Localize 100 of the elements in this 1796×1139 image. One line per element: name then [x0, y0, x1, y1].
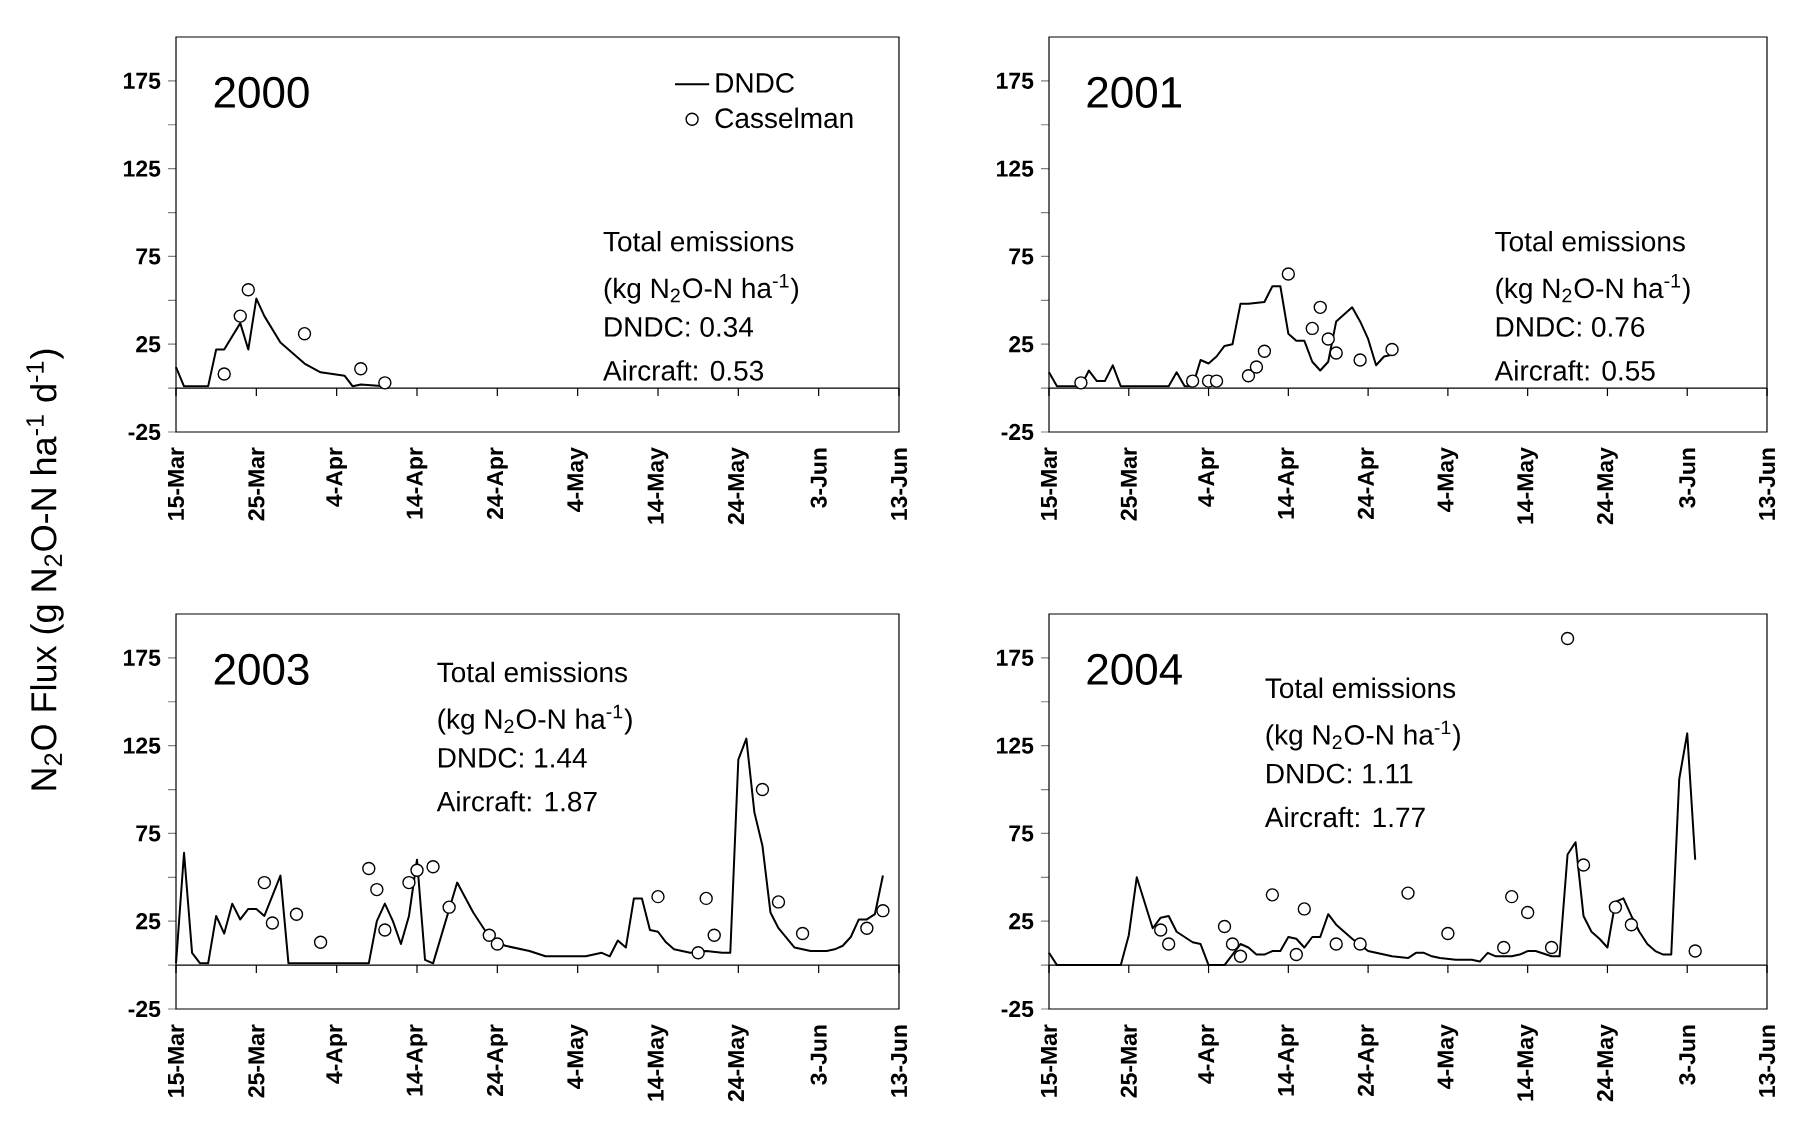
x-tick-label: 24-May	[1597, 447, 1618, 525]
point	[1241, 369, 1256, 383]
x-tick-label: 4-Apr	[1198, 1024, 1219, 1084]
y-tick-label: -25	[128, 423, 161, 441]
point	[1688, 944, 1702, 958]
annotation: Aircraft: 0.55	[1494, 360, 1655, 381]
x-tick-label: 14-Apr	[1278, 447, 1299, 519]
x-tick-label: 4-May	[567, 1024, 588, 1089]
point	[1505, 889, 1519, 904]
point	[354, 362, 368, 376]
y-tick-label: -25	[1001, 1000, 1034, 1018]
x-tick-label: 13-Jun	[890, 448, 908, 520]
point	[1074, 376, 1088, 390]
legend-label: DNDC	[716, 73, 794, 93]
x-tick-label: 4-Apr	[326, 1024, 347, 1084]
y-tick-label: -25	[1001, 423, 1034, 441]
annotation: Aircraft: 1.87	[436, 790, 597, 812]
x-tick-label: 24-Apr	[1357, 1024, 1379, 1097]
point	[1329, 937, 1343, 951]
y-tick-label: -25	[128, 1000, 161, 1018]
x-tick-label: 15-Mar	[1041, 1024, 1058, 1097]
x-tick-label: 24-May	[727, 447, 749, 525]
point	[876, 903, 890, 918]
point	[402, 875, 416, 890]
text: 2000	[214, 76, 309, 109]
annotation: (kg N$_{2}$O-N ha$^{-1}$)	[1496, 273, 1690, 304]
point	[1544, 940, 1559, 955]
x-tick-label: 14-Apr	[406, 447, 428, 519]
annotation: DNDC: 1.44	[438, 747, 587, 768]
point	[1385, 342, 1399, 357]
point	[217, 367, 231, 381]
point	[1624, 918, 1639, 932]
annotation: Total emissions	[603, 230, 794, 252]
annotation: DNDC: 0.34	[605, 317, 754, 337]
y-tick-label: 75	[136, 248, 161, 265]
x-tick-label: 4-May	[1437, 447, 1459, 512]
point	[1305, 321, 1319, 336]
point	[378, 923, 392, 937]
point	[1321, 332, 1335, 346]
point	[1353, 353, 1367, 367]
point	[1161, 937, 1176, 951]
annotation: DNDC: 0.76	[1496, 317, 1645, 337]
x-tick-label: 24-May	[1597, 1024, 1618, 1102]
x-tick-label: 14-May	[647, 1024, 669, 1101]
annotation: Total emissions	[1265, 677, 1456, 699]
y-tick-label: 75	[1009, 248, 1034, 265]
x-tick-label: 13-Jun	[1758, 448, 1776, 520]
point	[1313, 300, 1327, 315]
x-tick-label: 14-May	[1517, 447, 1538, 524]
x-tick-label: 14-Apr	[1278, 1024, 1299, 1096]
point	[1289, 947, 1304, 962]
x-tick-label: 3-Jun	[1679, 448, 1696, 508]
point	[1441, 926, 1455, 941]
text: 2004	[1087, 653, 1182, 686]
point	[795, 926, 810, 941]
x-tick-label: 24-Apr	[486, 447, 508, 520]
x-tick-label: 13-Jun	[890, 1025, 908, 1097]
point	[313, 935, 328, 949]
y-tick-label: 75	[1009, 825, 1034, 842]
x-tick-label: 25-Mar	[248, 447, 265, 521]
x-tick-label: 3-Jun	[810, 1025, 827, 1085]
point	[1560, 631, 1575, 646]
point	[410, 863, 424, 877]
y-tick-label: 25	[136, 913, 161, 930]
point	[1154, 923, 1168, 937]
point	[1233, 949, 1248, 964]
point	[1329, 346, 1343, 360]
x-tick-label: 13-Jun	[1758, 1025, 1776, 1097]
point	[426, 860, 440, 874]
point	[1209, 374, 1224, 388]
x-tick-label: 25-Mar	[1120, 1024, 1137, 1098]
point	[1353, 937, 1367, 951]
x-tick-label: 14-May	[1517, 1024, 1538, 1101]
point	[442, 900, 456, 914]
point	[691, 946, 705, 960]
x-tick-label: 4-May	[1437, 1024, 1459, 1089]
point	[289, 907, 304, 921]
x-tick-label: 14-Apr	[406, 1024, 428, 1096]
y-tick-label: 125	[124, 160, 161, 177]
x-tick-label: 14-May	[647, 447, 669, 524]
point	[860, 921, 874, 935]
annotation: (kg N$_{2}$O-N ha$^{-1}$)	[604, 273, 799, 304]
point	[370, 882, 384, 897]
annotation: Aircraft: 0.53	[603, 360, 764, 381]
legend-label: Casselman	[715, 107, 853, 129]
point	[378, 376, 392, 390]
point	[297, 326, 312, 341]
x-tick-label: 24-Apr	[486, 1024, 508, 1097]
point	[233, 309, 247, 323]
point	[651, 889, 665, 904]
x-tick-label: 25-Mar	[248, 1024, 265, 1098]
point	[1225, 937, 1240, 951]
y-tick-label: 125	[997, 160, 1034, 177]
x-tick-label: 24-May	[727, 1024, 749, 1102]
x-tick-label: 3-Jun	[1679, 1025, 1696, 1085]
y-tick-label: 25	[1009, 913, 1034, 930]
x-tick-label: 3-Jun	[810, 448, 827, 508]
x-tick-label: 15-Mar	[1041, 447, 1058, 520]
annotation: (kg N$_{2}$O-N ha$^{-1}$)	[438, 704, 632, 735]
point	[1257, 344, 1272, 358]
